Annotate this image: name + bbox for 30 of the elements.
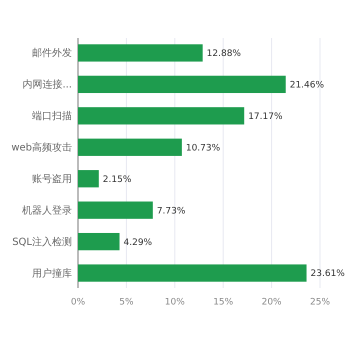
bar [78,232,120,250]
x-tick-label: 10% [164,297,186,308]
x-tick-label: 0% [70,297,86,308]
y-tick-label: web高频攻击 [11,141,72,154]
bar [78,202,153,219]
data-label: 21.46% [290,80,324,91]
bar [78,44,203,62]
data-label: 7.73% [156,206,186,216]
y-tick-label: 账号盗用 [32,172,72,185]
data-label: 4.29% [124,238,153,248]
y-tick-label: SQL注入检测 [12,236,72,248]
bar [78,170,99,188]
x-tick-label: 5% [119,297,134,308]
x-tick-label: 25% [310,297,330,308]
x-tick-label: 20% [262,297,282,308]
data-label: 17.17% [248,112,283,122]
data-label: 2.15% [102,174,132,185]
y-tick-label: 内网连接... [22,78,72,91]
data-label: 23.61% [310,269,346,280]
bar [78,76,286,94]
bar [78,138,182,156]
y-tick-label: 机器人登录 [22,204,72,216]
bar [78,264,307,282]
y-tick-label: 用户撞库 [32,267,72,280]
data-label: 10.73% [186,143,221,154]
y-tick-label: 端口扫描 [32,110,72,122]
y-tick-label: 邮件外发 [32,47,72,60]
x-tick-label: 15% [213,297,234,308]
bar [78,107,244,124]
data-label: 12.88% [206,49,242,60]
